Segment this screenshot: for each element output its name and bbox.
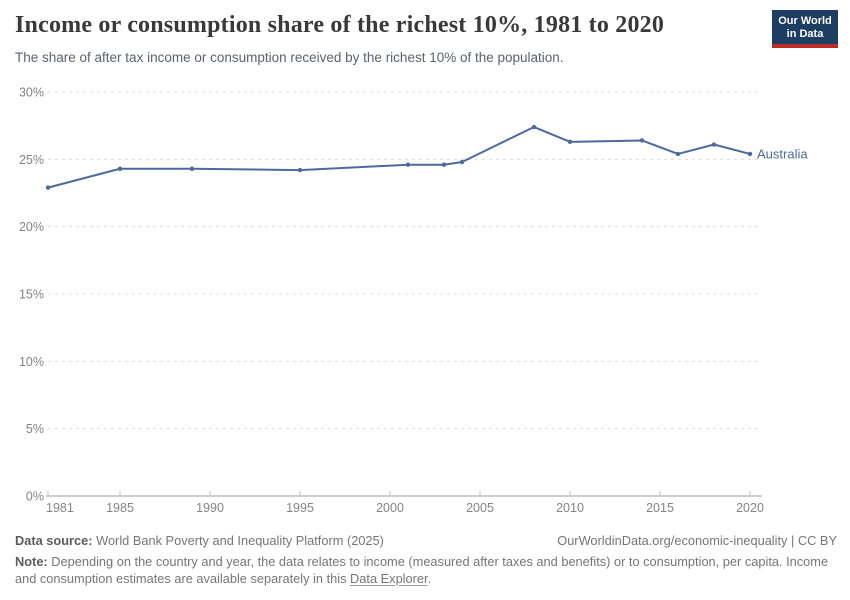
data-point [747,151,753,157]
y-tick-label: 25% [19,153,44,167]
note-text: Depending on the country and year, the d… [15,554,829,586]
x-tick-label: 2015 [646,501,674,515]
x-tick-label: 2005 [466,501,494,515]
y-tick-label: 20% [19,220,44,234]
data-point [45,185,51,190]
note-label: Note: [15,554,48,569]
x-tick-label: 1985 [106,501,134,515]
chart-note: Note: Depending on the country and year,… [15,554,833,587]
data-point [297,167,303,173]
data-point [567,139,573,145]
note-suffix: . [427,570,432,586]
y-tick-label: 0% [26,490,44,504]
owid-logo-line2: in Data [786,27,824,40]
data-explorer-link[interactable]: Data Explorer [350,570,428,586]
x-tick-label: 1981 [46,501,74,515]
data-point [405,162,411,167]
data-point [531,124,537,130]
data-point [459,159,465,165]
y-tick-label: 10% [19,355,44,369]
data-point [675,151,681,157]
y-tick-label: 30% [19,86,44,100]
owid-logo: Our World in Data [772,10,838,48]
data-source-label: Data source: [15,533,93,548]
x-tick-label: 2020 [736,501,764,515]
x-tick-label: 1990 [196,501,224,515]
data-point [441,162,447,167]
y-tick-label: 5% [26,422,44,436]
x-tick-label: 2000 [376,501,404,515]
x-tick-label: 1995 [286,501,314,515]
data-point [117,166,123,171]
chart-subtitle: The share of after tax income or consump… [15,50,564,65]
data-source: Data source: World Bank Poverty and Ineq… [15,533,384,548]
data-point [189,166,195,171]
y-tick-label: 15% [19,288,44,302]
chart-title: Income or consumption share of the riche… [15,12,665,38]
data-source-value: World Bank Poverty and Inequality Platfo… [96,533,384,548]
data-point [639,138,645,143]
footer-source-row: Data source: World Bank Poverty and Ineq… [15,533,837,548]
data-point [711,142,717,147]
owid-logo-line1: Our World [778,15,832,27]
attribution-link[interactable]: OurWorldinData.org/economic-inequality |… [557,533,837,548]
x-tick-label: 2010 [556,501,584,515]
data-line-australia [47,126,751,189]
series-label-australia: Australia [757,146,808,161]
